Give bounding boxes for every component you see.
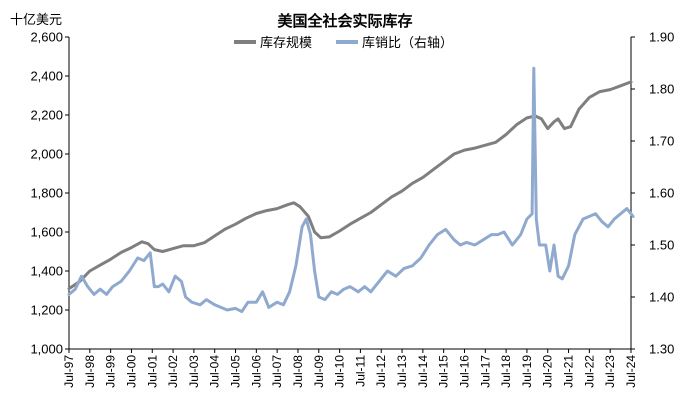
x-tick-label: Jul-21 [562,355,576,388]
left-tick-label: 2,400 [30,69,63,84]
x-tick-label: Jul-04 [208,355,222,388]
x-tick-label: Jul-20 [541,355,555,388]
x-tick-label: Jul-24 [624,355,638,388]
x-tick-label: Jul-01 [145,355,159,388]
x-tick-label: Jul-09 [312,355,326,388]
left-tick-label: 2,600 [30,30,63,45]
left-tick-label: 2,000 [30,147,63,162]
left-tick-label: 1,400 [30,264,63,279]
x-tick-label: Jul-03 [187,355,201,388]
left-tick-label: 2,200 [30,108,63,123]
right-tick-label: 1.60 [649,186,674,201]
x-tick-label: Jul-00 [124,355,138,388]
legend-label-inventory: 库存规模 [260,35,312,50]
x-tick-label: Jul-97 [62,355,76,388]
x-tick-label: Jul-18 [499,355,513,388]
x-tick-label: Jul-99 [104,355,118,388]
right-tick-label: 1.90 [649,30,674,45]
x-tick-label: Jul-15 [437,355,451,388]
series-line-ratio [67,66,635,314]
series-line-inventory [67,80,633,291]
right-tick-label: 1.80 [649,82,674,97]
x-tick-label: Jul-98 [83,355,97,388]
chart-title: 美国全社会实际库存 [277,12,412,30]
axes: 1,000 1,200 1,400 1,600 1,800 2,000 2,200 2,400… [30,30,674,388]
x-tick-label: Jul-08 [291,355,305,388]
left-tick-label: 1,800 [30,186,63,201]
x-tick-label: Jul-06 [249,355,263,388]
left-tick-label: 1,000 [30,342,63,357]
right-tick-label: 1.70 [649,134,674,149]
x-tick-label: Jul-11 [353,355,367,387]
right-tick-label: 1.30 [649,342,674,357]
left-tick-label: 1,200 [30,303,63,318]
left-unit-label: 十亿美元 [10,12,62,27]
left-tick-label: 1,600 [30,225,63,240]
x-tick-label: Jul-12 [374,355,388,388]
x-tick-label: Jul-23 [603,355,617,388]
x-tick-label: Jul-19 [520,355,534,388]
x-tick-label: Jul-02 [166,355,180,388]
x-tick-label: Jul-10 [333,355,347,388]
x-tick-label: Jul-16 [457,355,471,388]
x-tick-label: Jul-22 [582,355,596,388]
series-layer [67,66,635,314]
legend: 库存规模 库销比（右轴） [234,35,453,50]
x-tick-label: Jul-07 [270,355,284,388]
x-tick-label: Jul-14 [416,355,430,388]
right-tick-label: 1.40 [649,290,674,305]
x-tick-label: Jul-13 [395,355,409,388]
legend-label-ratio: 库销比（右轴） [362,35,453,50]
x-tick-label: Jul-05 [229,355,243,388]
right-tick-label: 1.50 [649,238,674,253]
x-tick-label: Jul-17 [478,355,492,388]
